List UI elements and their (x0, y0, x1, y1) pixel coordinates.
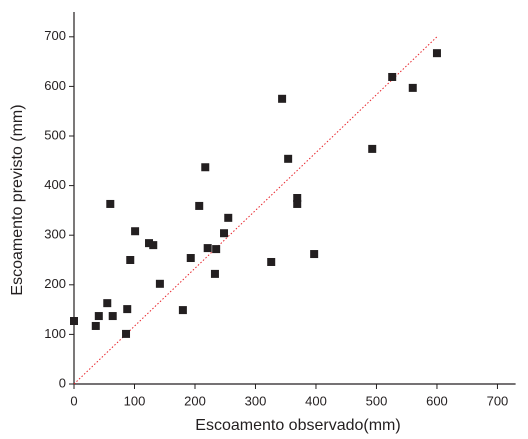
point (103, 299, 112, 308)
point (203, 244, 212, 253)
point (126, 256, 135, 264)
point (195, 201, 204, 210)
point (388, 72, 397, 81)
y-tick-label: 500 (44, 127, 66, 142)
point (94, 312, 103, 321)
point (70, 317, 78, 326)
y-tick-label: 700 (44, 28, 66, 43)
point (91, 321, 100, 330)
point (293, 199, 302, 208)
x-tick-label: 400 (305, 393, 327, 408)
x-tick-label: 300 (245, 393, 267, 408)
point (284, 154, 293, 163)
point (123, 305, 132, 314)
point (278, 94, 287, 103)
x-tick-label: 600 (426, 393, 448, 408)
point (210, 269, 219, 278)
point (220, 229, 229, 238)
point (201, 163, 210, 172)
point (149, 241, 158, 250)
y-tick-label: 100 (44, 326, 66, 341)
point (131, 227, 140, 236)
point (178, 306, 187, 315)
point (145, 239, 154, 248)
x-tick-label: 0 (70, 393, 77, 408)
point (432, 49, 441, 58)
y-axis-label: Escoamento previsto (mm) (9, 104, 26, 295)
point (212, 245, 221, 254)
point (186, 254, 195, 263)
y-tick-label: 0 (59, 375, 66, 390)
point (368, 144, 377, 153)
point (122, 329, 131, 338)
x-axis-label: Escoamento observado(mm) (195, 417, 400, 434)
point (108, 312, 117, 321)
x-tick-label: 200 (184, 393, 206, 408)
point (155, 279, 164, 288)
point (293, 194, 302, 202)
x-tick-label: 500 (366, 393, 388, 408)
y-tick-label: 200 (44, 276, 66, 291)
point (106, 199, 115, 208)
y-tick-label: 300 (44, 227, 66, 242)
x-tick-label: 100 (124, 393, 146, 408)
point (408, 83, 417, 92)
point (310, 250, 319, 259)
point (224, 213, 233, 222)
y-tick-label: 400 (44, 177, 66, 192)
y-tick-label: 600 (44, 78, 66, 93)
x-tick-label: 700 (487, 393, 509, 408)
point (267, 257, 276, 266)
